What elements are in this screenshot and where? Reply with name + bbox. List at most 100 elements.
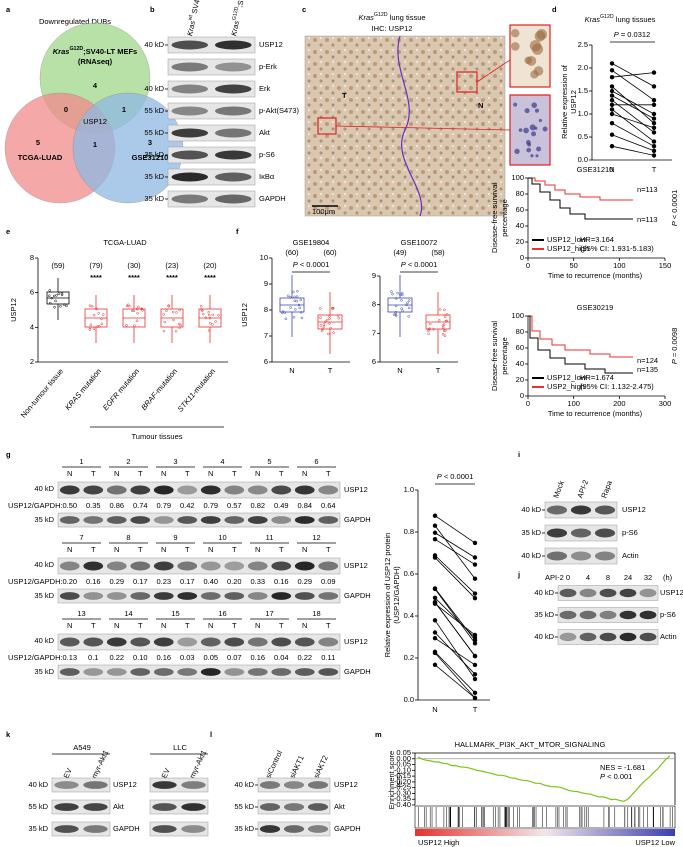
text-part: Akt <box>113 802 125 811</box>
tick-label: 0 <box>526 399 530 408</box>
patient-number: 10 <box>218 533 226 542</box>
pair-line <box>434 557 476 599</box>
band <box>271 592 292 600</box>
blot <box>57 664 341 680</box>
label: USP12 <box>344 485 368 494</box>
text-part: N <box>208 621 213 630</box>
text-part: (h) <box>663 573 673 582</box>
text-part: 4 <box>220 457 224 466</box>
tick-label: 6 <box>264 357 268 366</box>
lane-label: EV <box>159 767 171 780</box>
text-part: 0.1 <box>88 653 98 662</box>
blot <box>57 588 341 604</box>
text-part: N <box>478 101 483 110</box>
text-part: N <box>67 545 72 554</box>
label: N <box>302 621 307 630</box>
inset-cell <box>510 42 520 51</box>
label: TCGA-LUAD <box>18 153 63 162</box>
inset-cell <box>518 128 523 132</box>
ratio: 0.33 <box>250 577 265 586</box>
text-part: 17 <box>265 609 273 618</box>
text-part: 35 kD <box>144 150 164 159</box>
text-part: N <box>302 545 307 554</box>
band <box>283 825 305 833</box>
tick-label: -0.35 <box>394 794 411 803</box>
tick-label: 0.00 <box>396 754 411 763</box>
inset-cell <box>536 146 542 152</box>
text-part: Kras <box>53 47 70 56</box>
band <box>579 610 597 620</box>
text-part: USP12 <box>113 780 137 789</box>
point <box>48 301 52 305</box>
text-part: T <box>279 621 284 630</box>
text-part: USP12 <box>622 505 646 514</box>
point <box>432 630 438 635</box>
text-part: n=135 <box>637 365 658 374</box>
text-part: API-2 <box>545 573 564 582</box>
label: N <box>208 469 213 478</box>
point <box>321 327 324 331</box>
text-part: 35 kD <box>534 610 554 619</box>
dot <box>609 121 615 126</box>
text-part: 5 <box>267 457 271 466</box>
tick-label: 8 <box>372 300 376 309</box>
point <box>322 323 326 326</box>
lane-label: myr-Akt1 <box>187 749 208 780</box>
text-part: 10 <box>218 533 226 542</box>
dot <box>651 130 657 135</box>
band <box>59 668 80 676</box>
text-part: 35 kD <box>144 172 164 181</box>
label: 24 <box>624 573 632 582</box>
blot-label: GAPDH <box>259 194 286 203</box>
band <box>224 561 245 571</box>
text-part: = 0.0312 <box>619 30 651 39</box>
ratio: 0.22 <box>297 653 312 662</box>
text-part: GAPDH <box>344 591 371 600</box>
label: 4 <box>93 81 98 90</box>
lane-label: siAKT1 <box>287 754 305 780</box>
text-part: 0.23 <box>156 577 171 586</box>
text-part: Non-tumour tissue <box>19 367 65 420</box>
label: GAPDH <box>113 824 140 833</box>
text-part: 7 <box>79 533 83 542</box>
point <box>319 307 322 310</box>
text-part: 40 kD <box>534 632 554 641</box>
blot-label: Akt <box>334 802 346 811</box>
text-part: N <box>255 469 260 478</box>
text-part: 2 <box>30 357 34 366</box>
tick-label: 100 <box>511 311 524 320</box>
text-part: < 0.001 <box>605 772 632 781</box>
text-part: 0 <box>526 399 530 408</box>
point <box>407 299 411 302</box>
pair-line <box>434 597 476 638</box>
label: 0 <box>64 105 68 114</box>
text-part: 20 <box>516 237 524 246</box>
text-part: 0.29 <box>297 577 312 586</box>
band <box>318 668 339 676</box>
label: (60) <box>285 248 299 257</box>
band <box>214 128 252 138</box>
label: Akt <box>113 802 125 811</box>
point <box>90 304 94 308</box>
band <box>639 632 657 642</box>
point <box>52 294 56 298</box>
inset-cell <box>531 131 537 137</box>
text-part: 5 <box>36 138 40 147</box>
label: 3 <box>148 138 152 147</box>
label: (30) <box>127 261 141 270</box>
text-part: -mutation <box>152 367 179 397</box>
text-part: p-Erk <box>259 62 277 71</box>
text-part: 0.6 <box>404 569 414 578</box>
band <box>152 825 177 833</box>
text-part: -0.05 <box>394 760 411 769</box>
label: N <box>114 621 119 630</box>
text-part: N <box>161 469 166 478</box>
text-part: P <box>293 260 298 269</box>
text-part: 0.22 <box>297 653 312 662</box>
point <box>97 312 100 315</box>
text-part: myr-Akt1 <box>89 749 110 780</box>
tick-label: 4 <box>30 322 34 331</box>
point <box>286 294 290 298</box>
text-part: 0.0 <box>404 695 414 704</box>
marker-label: 55 kD <box>234 802 254 811</box>
